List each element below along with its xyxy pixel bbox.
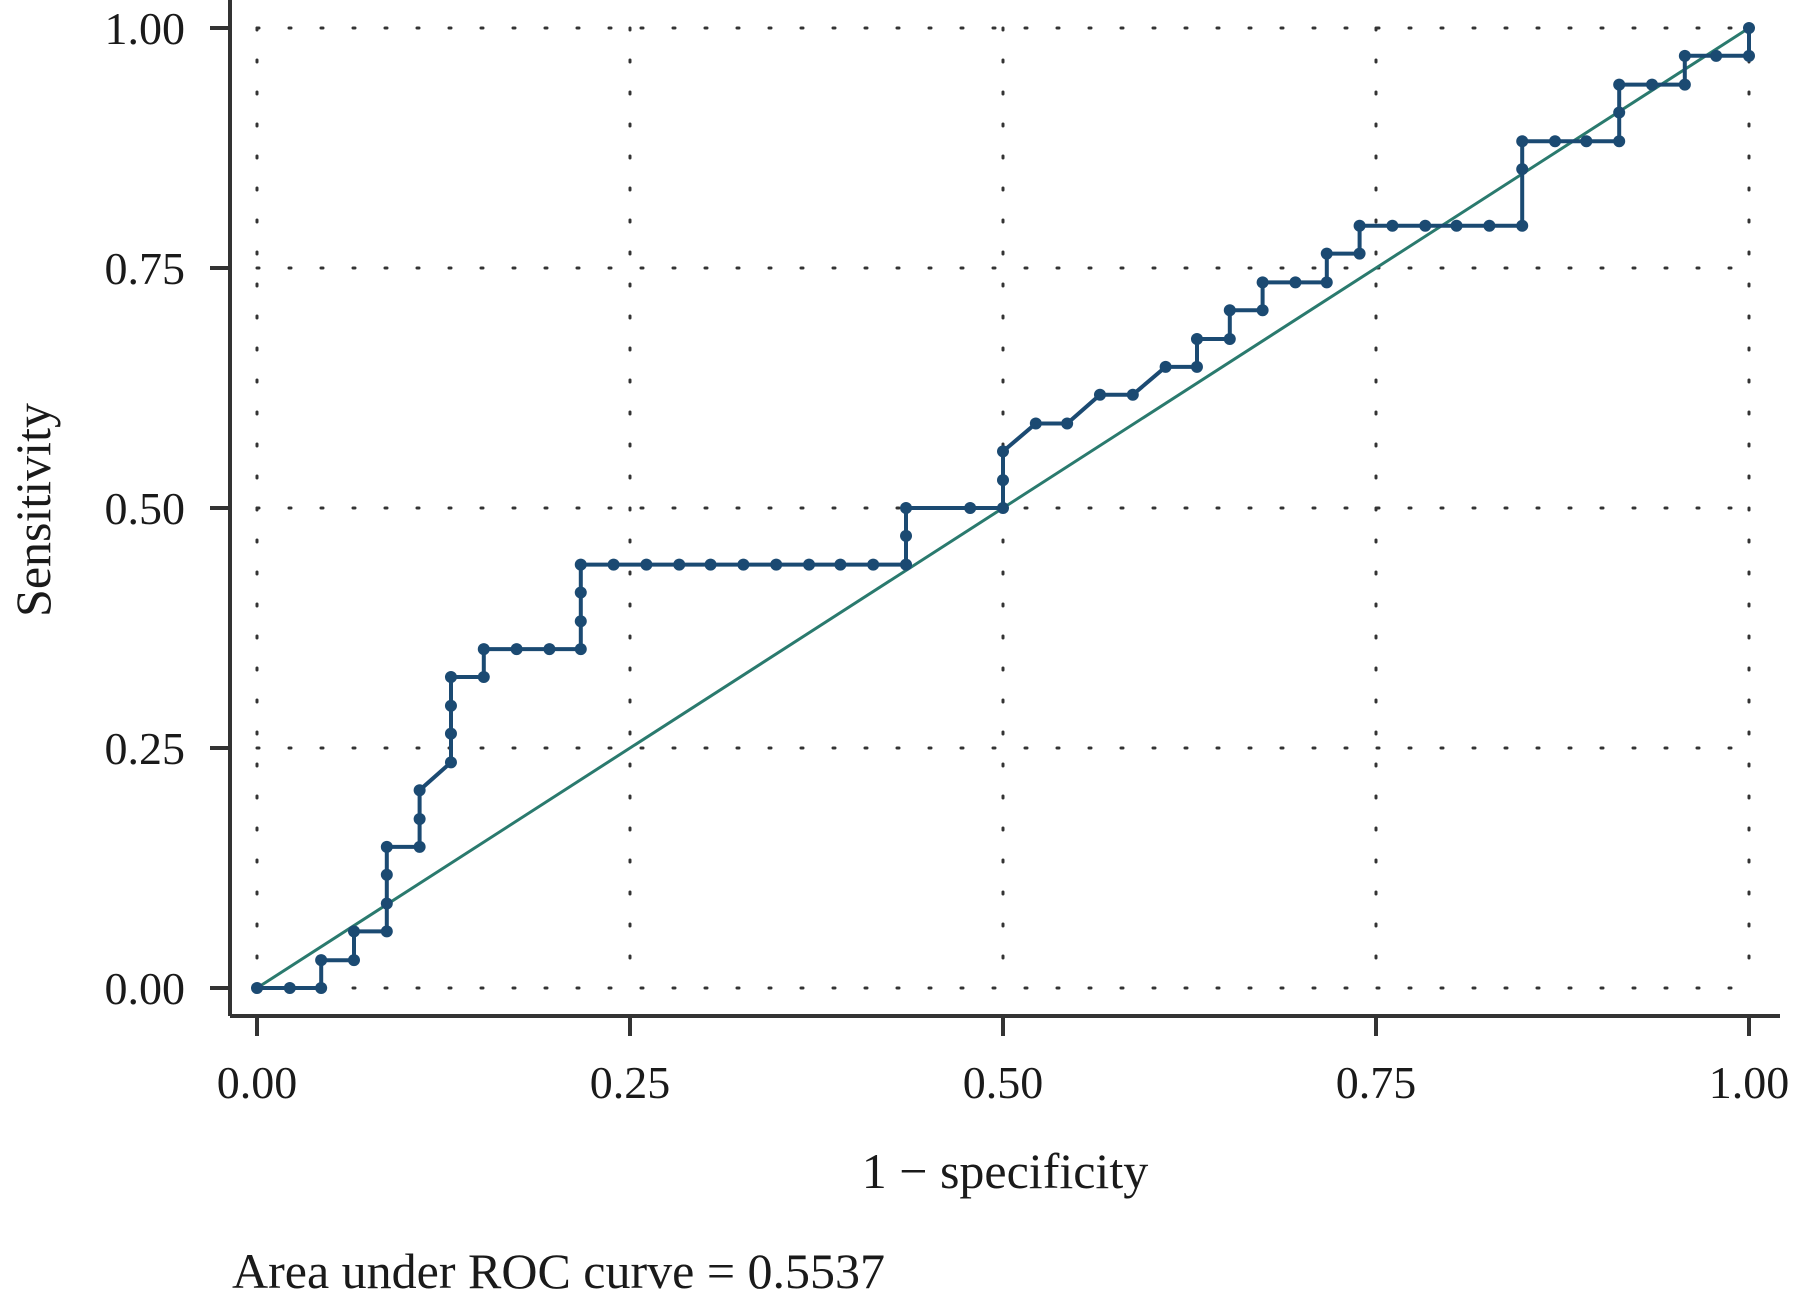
roc-point	[574, 643, 587, 656]
y-axis-title: Sensitivity	[5, 403, 61, 617]
roc-point	[315, 982, 328, 994]
roc-point	[704, 558, 717, 571]
roc-point	[867, 558, 880, 571]
roc-point	[1190, 333, 1203, 346]
roc-point	[413, 784, 426, 797]
x-tick-label: 0.25	[590, 1057, 671, 1108]
roc-point	[283, 982, 296, 994]
roc-point	[1320, 247, 1333, 260]
roc-point	[1256, 304, 1269, 317]
roc-point	[900, 558, 913, 571]
roc-point	[510, 643, 523, 656]
roc-point	[673, 558, 686, 571]
roc-point	[1289, 276, 1302, 289]
roc-point	[1450, 219, 1463, 232]
roc-point	[1710, 49, 1723, 62]
roc-point	[1419, 219, 1432, 232]
x-tick-label: 0.50	[963, 1057, 1044, 1108]
roc-point	[380, 840, 393, 853]
roc-point	[444, 727, 457, 740]
roc-point	[543, 643, 556, 656]
roc-point	[477, 670, 490, 683]
roc-point	[380, 925, 393, 938]
roc-point	[900, 529, 913, 542]
y-tick-label: 0.00	[105, 963, 186, 1014]
roc-point	[900, 502, 913, 514]
roc-point	[997, 502, 1009, 514]
roc-point	[1029, 417, 1042, 430]
roc-point	[444, 756, 457, 769]
roc-point	[315, 954, 328, 967]
roc-point	[1223, 304, 1236, 317]
roc-point	[380, 868, 393, 881]
roc-point	[997, 474, 1009, 487]
roc-point	[1613, 135, 1626, 148]
roc-point	[444, 670, 457, 683]
roc-point	[737, 558, 750, 571]
y-tick-label: 0.75	[105, 243, 186, 294]
roc-points	[251, 22, 1755, 994]
roc-point	[1256, 276, 1269, 289]
roc-point	[413, 813, 426, 826]
x-tick-label: 0.75	[1336, 1057, 1417, 1108]
roc-point	[1516, 135, 1529, 148]
roc-point	[607, 558, 620, 571]
roc-point	[1320, 276, 1333, 289]
roc-point	[1613, 106, 1626, 119]
roc-point	[413, 840, 426, 853]
roc-point	[1159, 360, 1172, 373]
roc-point	[574, 558, 587, 571]
roc-point	[1678, 49, 1691, 62]
x-tick-label: 0.00	[217, 1057, 298, 1108]
auc-annotation: Area under ROC curve = 0.5537	[232, 1243, 885, 1291]
roc-point	[964, 502, 977, 514]
roc-point	[1386, 219, 1399, 232]
roc-point	[347, 954, 360, 967]
y-tick-label: 1.00	[105, 3, 186, 54]
roc-point	[997, 445, 1009, 458]
roc-point	[574, 615, 587, 628]
roc-point	[1353, 247, 1366, 260]
roc-point	[1223, 333, 1236, 346]
roc-point	[1516, 163, 1529, 176]
roc-point	[1549, 135, 1562, 148]
roc-point	[1646, 78, 1659, 91]
y-tick-label: 0.25	[105, 723, 186, 774]
roc-point	[803, 558, 816, 571]
x-axis-title: 1 − specificity	[862, 1143, 1148, 1199]
roc-point	[1516, 219, 1529, 232]
y-tick-label: 0.50	[105, 483, 186, 534]
x-ticks: 0.00 0.25 0.50 0.75 1.00	[217, 1016, 1790, 1108]
roc-point	[1061, 417, 1074, 430]
roc-point	[1126, 388, 1139, 401]
roc-point	[1743, 22, 1755, 34]
roc-point	[251, 982, 263, 994]
x-tick-label: 1.00	[1709, 1057, 1790, 1108]
roc-point	[1353, 219, 1366, 232]
roc-point	[1613, 78, 1626, 91]
roc-point	[770, 558, 783, 571]
y-ticks: 0.00 0.25 0.50 0.75 1.00	[105, 3, 230, 1014]
roc-point	[834, 558, 847, 571]
roc-point	[380, 897, 393, 910]
roc-point	[477, 643, 490, 656]
roc-point	[640, 558, 653, 571]
roc-point	[1678, 78, 1691, 91]
roc-point	[1483, 219, 1496, 232]
roc-point	[574, 586, 587, 599]
roc-point	[1580, 135, 1593, 148]
roc-point	[1743, 49, 1755, 62]
roc-point	[1093, 388, 1106, 401]
roc-point	[444, 699, 457, 712]
roc-point	[1190, 360, 1203, 373]
roc-point	[347, 925, 360, 938]
